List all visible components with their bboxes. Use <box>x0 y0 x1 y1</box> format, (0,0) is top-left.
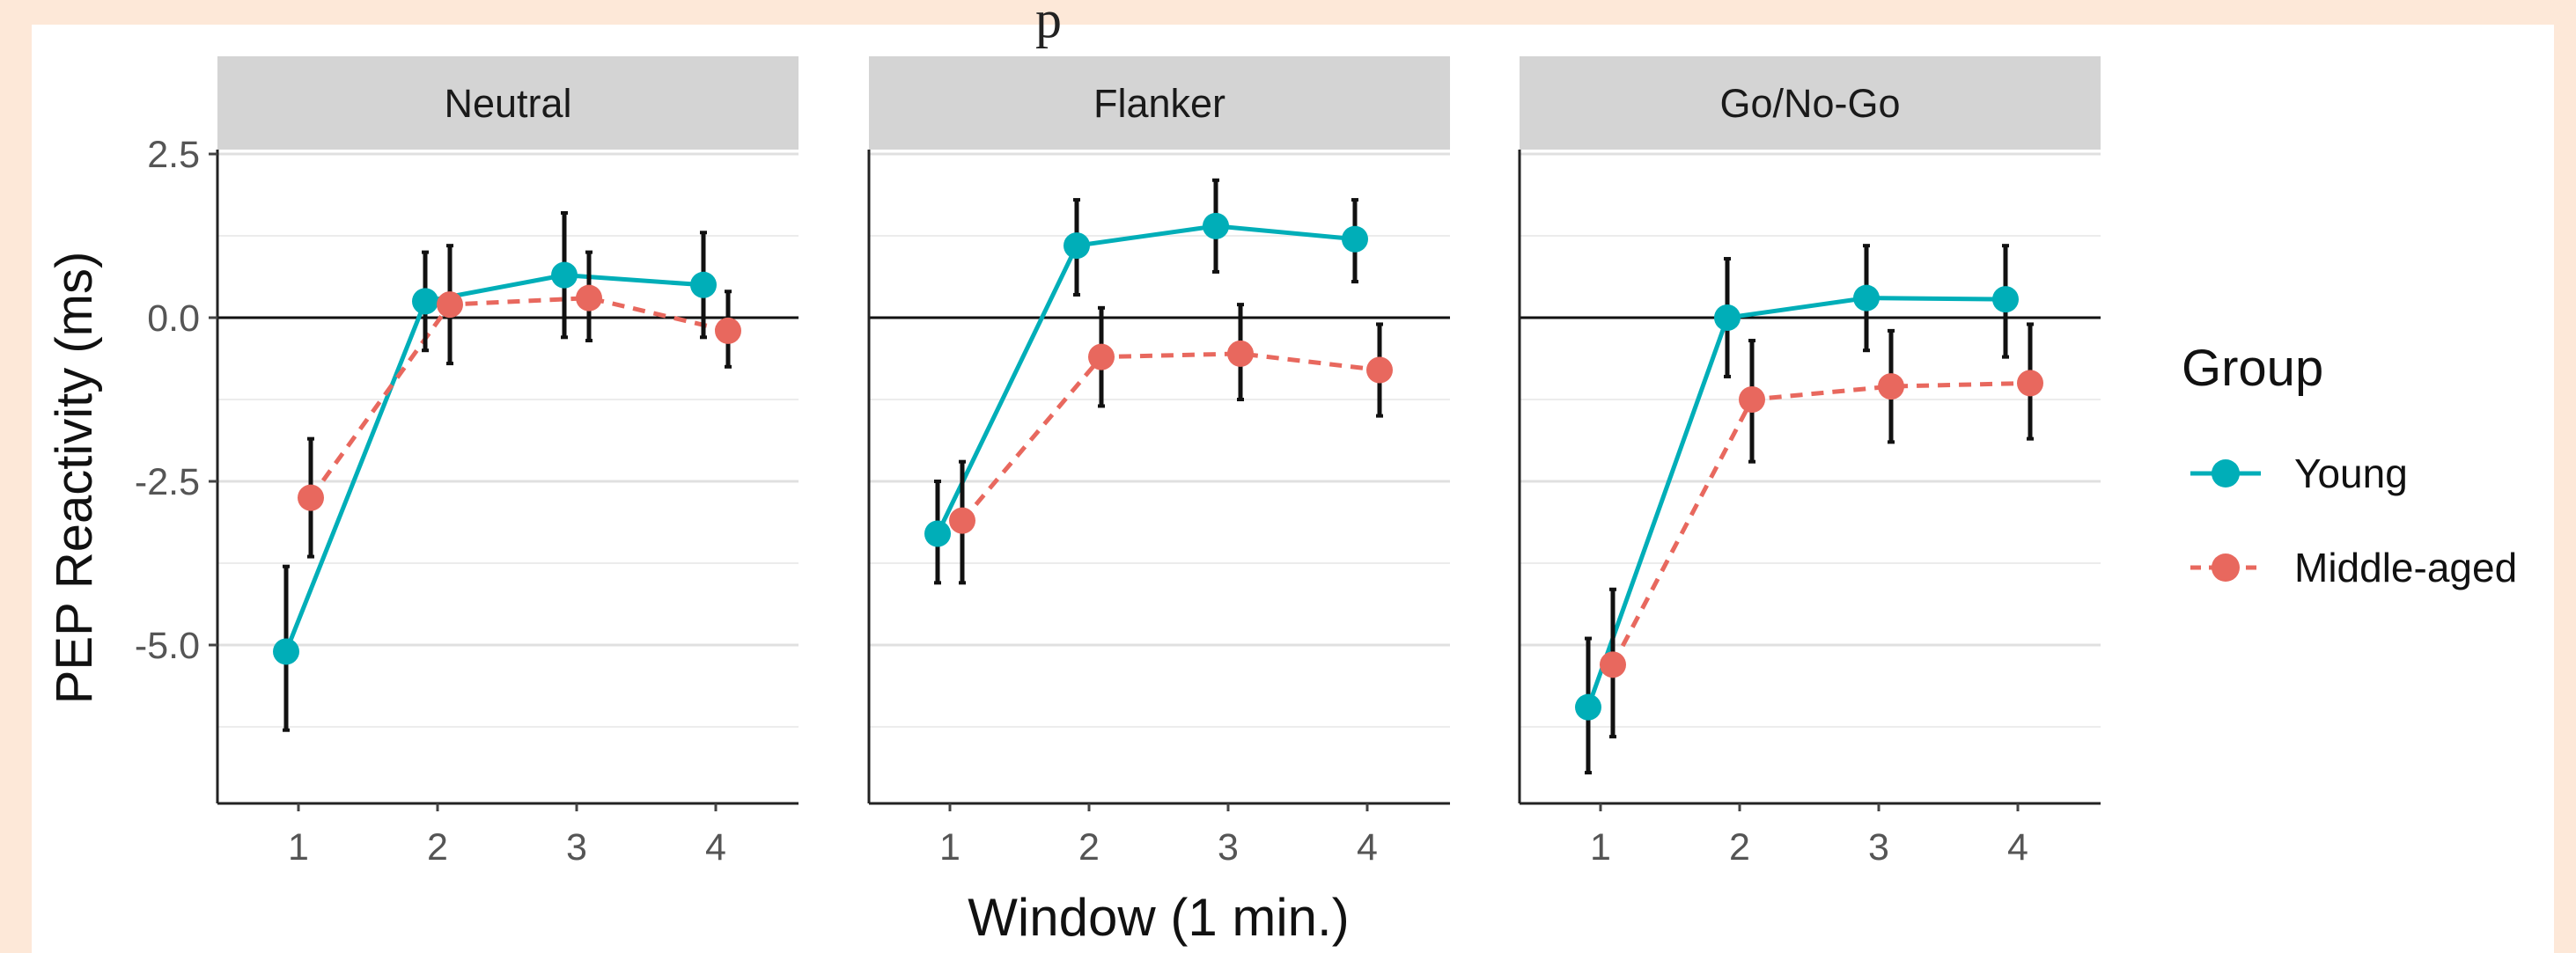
x-tick-label: 4 <box>705 826 726 869</box>
series-line-young <box>1586 296 2006 708</box>
y-tick-label: 2.5 <box>147 134 200 176</box>
data-point <box>1064 232 1090 260</box>
x-tick-label: 2 <box>427 826 448 869</box>
data-point <box>1366 356 1393 384</box>
data-point <box>1575 693 1601 721</box>
y-axis-title: PEP Reactivity (ms) <box>46 252 103 705</box>
legend-key-marker <box>2212 459 2240 487</box>
data-point <box>437 291 463 319</box>
data-point <box>715 317 741 344</box>
data-point <box>551 261 578 289</box>
series-line-middle-aged <box>308 296 729 500</box>
data-point <box>1878 373 1904 400</box>
legend-entry-label: Middle-aged <box>2294 545 2517 590</box>
data-point <box>1600 651 1626 678</box>
facet-label: Flanker <box>1093 81 1225 126</box>
x-tick-label: 1 <box>288 826 309 869</box>
x-tick-label: 3 <box>1218 826 1239 869</box>
facet-label: Go/No-Go <box>1719 81 1900 126</box>
figure-title-fragment: p <box>1035 0 1062 48</box>
x-tick-label: 4 <box>1357 826 1378 869</box>
line-chart: Neutral 1 2 3 4 Flanker 1 2 3 4 Go/No-Go 1 2 3 4 2.5 0.0… <box>46 56 2517 947</box>
legend-entry-label: Young <box>2294 451 2408 496</box>
data-point <box>1088 343 1115 370</box>
data-point <box>690 271 717 298</box>
x-axis-title: Window (1 min.) <box>968 888 1349 947</box>
x-tick-label: 1 <box>939 826 960 869</box>
y-tick-label: 0.0 <box>147 297 200 340</box>
data-point <box>1203 212 1229 239</box>
data-point <box>924 520 951 547</box>
data-point <box>298 484 324 511</box>
data-point <box>576 284 602 312</box>
data-point <box>1714 304 1741 331</box>
data-point <box>412 288 438 315</box>
data-point <box>2017 370 2043 397</box>
data-point <box>1853 284 1880 312</box>
data-point <box>1227 340 1254 367</box>
data-point <box>949 507 975 534</box>
data-point <box>1992 286 2019 313</box>
data-point <box>1739 386 1765 413</box>
facet-strip <box>1520 56 2101 150</box>
figure-frame: p Neutral 1 2 3 4 Flanker 1 2 3 4 Go/No-Go 1 2 3 4 2.5 0… <box>32 0 2554 953</box>
series-line-young <box>935 224 1356 535</box>
series-line-young <box>283 273 704 653</box>
x-tick-label: 2 <box>1078 826 1100 869</box>
x-tick-label: 3 <box>1868 826 1889 869</box>
y-tick-label: -5.0 <box>135 625 200 667</box>
facet-label: Neutral <box>444 81 571 126</box>
facet-strip <box>217 56 799 150</box>
facet-strip <box>869 56 1450 150</box>
x-tick-label: 2 <box>1729 826 1750 869</box>
data-point <box>273 638 299 665</box>
data-point <box>1342 225 1368 253</box>
legend-key-marker <box>2212 553 2240 582</box>
x-tick-label: 1 <box>1590 826 1611 869</box>
x-tick-label: 3 <box>566 826 587 869</box>
x-tick-label: 4 <box>2007 826 2028 869</box>
series-line-middle-aged <box>1610 380 2031 666</box>
legend-title: Group <box>2182 340 2323 397</box>
series-line-middle-aged <box>960 351 1380 523</box>
y-tick-label: -2.5 <box>135 461 200 503</box>
